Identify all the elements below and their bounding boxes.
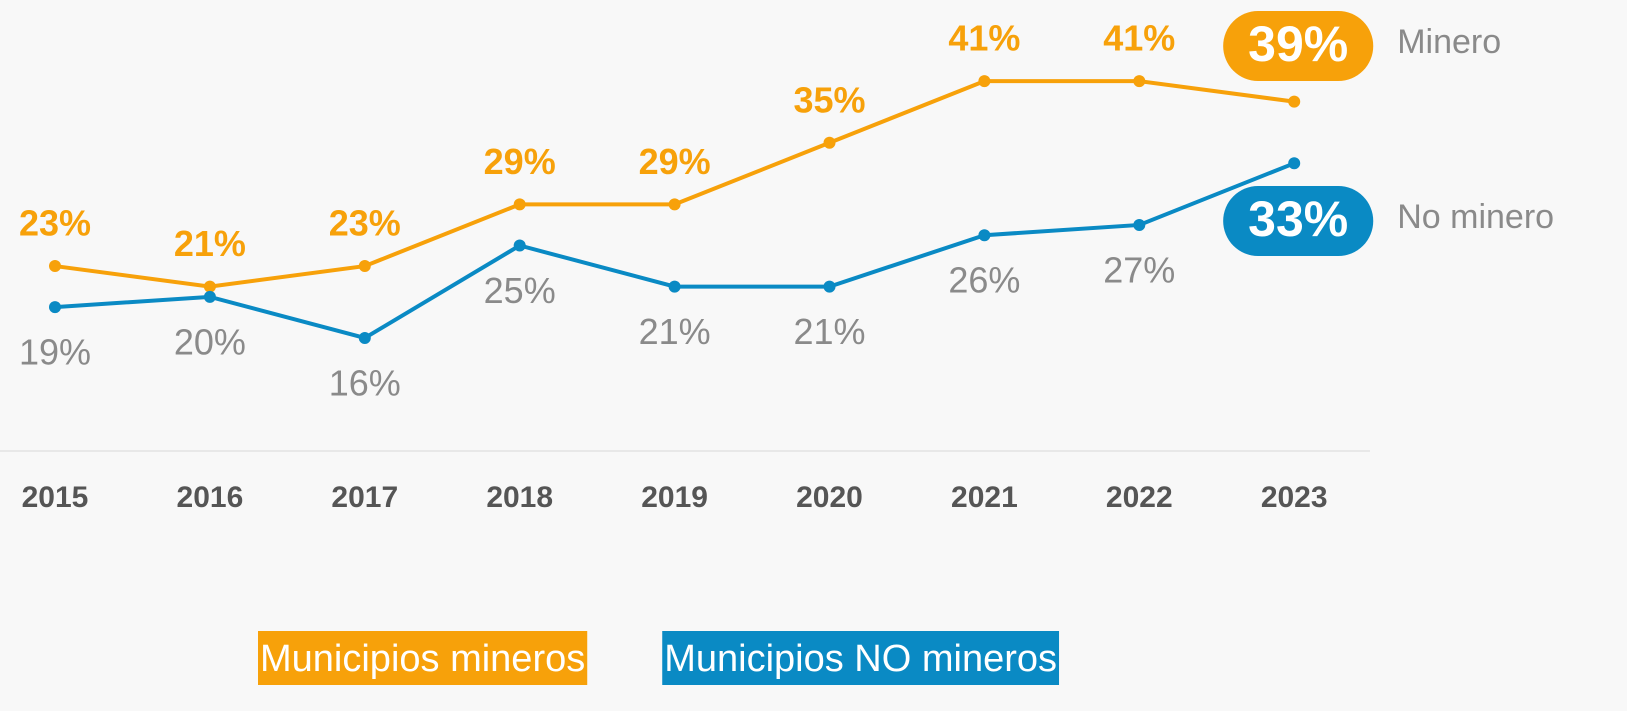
data-label: 26% bbox=[948, 260, 1020, 301]
data-point bbox=[513, 198, 526, 211]
x-tick-label: 2022 bbox=[1106, 481, 1173, 514]
data-point bbox=[358, 260, 371, 273]
data-point bbox=[823, 136, 836, 149]
legend-swatch bbox=[662, 631, 1060, 685]
data-point bbox=[1288, 95, 1301, 108]
data-point bbox=[1133, 75, 1146, 88]
legend-label: Municipios mineros bbox=[260, 638, 585, 680]
data-point bbox=[49, 260, 61, 273]
series-end-label: No minero bbox=[1397, 198, 1554, 236]
data-label: 16% bbox=[329, 362, 401, 403]
data-point bbox=[978, 75, 991, 88]
data-point bbox=[1288, 157, 1301, 170]
data-label: 21% bbox=[793, 311, 865, 352]
data-label: 41% bbox=[948, 18, 1020, 59]
data-label: 23% bbox=[19, 203, 91, 244]
data-label: 19% bbox=[19, 332, 91, 373]
x-tick-label: 2023 bbox=[1261, 481, 1328, 514]
data-label: 29% bbox=[484, 141, 556, 182]
end-value-label: 39% bbox=[1248, 16, 1348, 72]
legend-swatch bbox=[258, 631, 588, 685]
data-point bbox=[203, 280, 216, 293]
data-point bbox=[513, 239, 526, 252]
x-tick-label: 2018 bbox=[486, 481, 553, 514]
data-point bbox=[49, 301, 61, 314]
x-tick-label: 2020 bbox=[796, 481, 863, 514]
end-value-label: 33% bbox=[1248, 191, 1348, 247]
data-point bbox=[668, 198, 681, 211]
x-tick-label: 2016 bbox=[177, 481, 244, 514]
end-badge bbox=[1223, 11, 1374, 81]
x-tick-label: 2017 bbox=[331, 481, 398, 514]
end-badge bbox=[1223, 186, 1374, 256]
x-tick-label: 2015 bbox=[22, 481, 89, 514]
data-label: 35% bbox=[793, 79, 865, 120]
data-point bbox=[978, 229, 991, 242]
x-tick-label: 2019 bbox=[641, 481, 708, 514]
legend-label: Municipios NO mineros bbox=[664, 638, 1057, 680]
data-label: 27% bbox=[1103, 249, 1175, 290]
data-label: 21% bbox=[639, 311, 711, 352]
data-label: 25% bbox=[484, 270, 556, 311]
series-end-label: Minero bbox=[1397, 23, 1501, 61]
data-point bbox=[358, 331, 371, 344]
data-label: 41% bbox=[1103, 18, 1175, 59]
x-tick-label: 2021 bbox=[951, 481, 1018, 514]
data-point bbox=[203, 290, 216, 303]
data-label: 21% bbox=[174, 223, 246, 264]
data-label: 23% bbox=[329, 203, 401, 244]
data-label: 20% bbox=[174, 321, 246, 362]
data-label: 29% bbox=[639, 141, 711, 182]
data-point bbox=[823, 280, 836, 293]
data-point bbox=[668, 280, 681, 293]
data-point bbox=[1133, 218, 1146, 231]
